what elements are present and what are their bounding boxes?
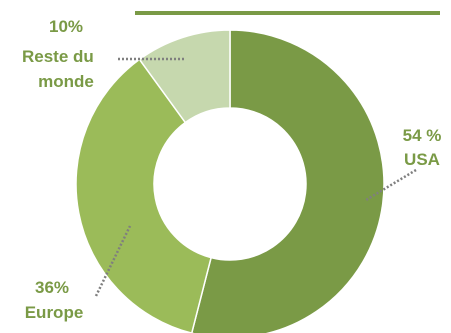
europe-leader-line (94, 225, 132, 297)
europe-name-label: Europe (25, 303, 84, 322)
slice-usa (190, 29, 385, 333)
rest-value-label: 10% (49, 17, 83, 36)
slice-europe (75, 58, 213, 333)
usa-name-label: USA (404, 150, 440, 169)
slices-group (75, 29, 385, 333)
leader-lines-group (94, 57, 417, 297)
usa-leader-line (365, 168, 417, 202)
slice-rest-of-world (138, 29, 231, 124)
rest-name-label-line1: Reste du (22, 47, 94, 66)
rest-name-label-line2: monde (38, 72, 94, 91)
usa-value-label: 54 % (403, 126, 442, 145)
europe-value-label: 36% (35, 278, 69, 297)
